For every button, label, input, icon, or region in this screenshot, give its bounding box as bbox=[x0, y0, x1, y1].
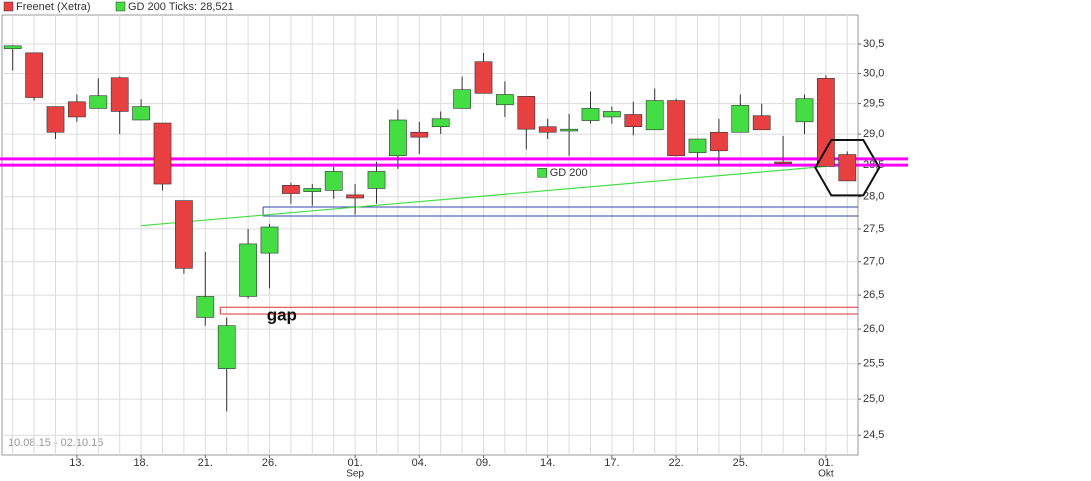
candle-body bbox=[838, 154, 857, 182]
x-tick-label: 26. bbox=[262, 457, 277, 469]
ma-label-swatch bbox=[537, 168, 547, 178]
y-tick-label: 30,0 bbox=[863, 67, 884, 79]
candle-body bbox=[68, 101, 86, 118]
candle-body bbox=[3, 45, 22, 50]
y-tick-label: 25,5 bbox=[863, 358, 884, 370]
candle-body bbox=[389, 119, 407, 157]
candle-body bbox=[453, 89, 471, 109]
candle-body bbox=[153, 122, 172, 185]
candle-body bbox=[603, 111, 621, 118]
candle-body bbox=[346, 194, 364, 199]
x-tick-label: 01. bbox=[347, 457, 362, 469]
candle-body bbox=[303, 188, 322, 192]
x-tick-label: 17. bbox=[604, 457, 619, 469]
candle-body bbox=[710, 131, 728, 152]
candle-body bbox=[196, 296, 215, 318]
candle-body bbox=[25, 52, 43, 98]
candle-body bbox=[581, 108, 600, 121]
x-tick-label: 01. bbox=[818, 457, 833, 469]
y-tick-label: 28,0 bbox=[863, 191, 884, 203]
candle-body bbox=[560, 128, 578, 132]
legend-label: GD 200 Ticks: 28,521 bbox=[128, 1, 234, 13]
y-tick-label: 25,0 bbox=[863, 393, 884, 405]
candle-body bbox=[110, 77, 129, 112]
candle-body bbox=[774, 161, 792, 164]
candle-body bbox=[367, 171, 386, 189]
y-tick-label: 24,5 bbox=[863, 429, 884, 441]
candle-body bbox=[410, 131, 429, 138]
y-tick-label: 27,5 bbox=[863, 223, 884, 235]
x-tick-label: 13. bbox=[69, 457, 84, 469]
y-tick-label: 29,0 bbox=[863, 128, 884, 140]
ma-label: GD 200 bbox=[550, 167, 588, 179]
x-tick-label: 04. bbox=[412, 457, 427, 469]
y-tick-label: 27,0 bbox=[863, 256, 884, 268]
candle-body bbox=[645, 100, 664, 131]
candle-body bbox=[46, 106, 65, 133]
x-sublabel: Sep bbox=[346, 469, 364, 480]
candle-body bbox=[496, 94, 514, 106]
candle-body bbox=[175, 200, 193, 269]
candle-body bbox=[282, 185, 300, 194]
highlight-hexagon bbox=[814, 138, 881, 197]
x-tick-label: 18. bbox=[133, 457, 148, 469]
candle-body bbox=[752, 115, 771, 131]
legend-swatch bbox=[3, 1, 14, 12]
candle-body bbox=[817, 78, 835, 167]
x-tick-label: 09. bbox=[476, 457, 491, 469]
y-tick-label: 30,5 bbox=[863, 38, 884, 50]
candle-body bbox=[795, 98, 814, 123]
x-sublabel: Okt bbox=[818, 469, 834, 480]
candle-body bbox=[431, 118, 450, 128]
candle-body bbox=[324, 171, 343, 191]
candle-body bbox=[517, 96, 536, 130]
x-tick-label: 14. bbox=[540, 457, 555, 469]
candle-body bbox=[260, 226, 279, 254]
y-tick-label: 26,5 bbox=[863, 289, 884, 301]
candle-body bbox=[89, 95, 108, 109]
candle-body bbox=[667, 100, 685, 157]
candle-body bbox=[688, 138, 707, 153]
moving-average bbox=[141, 165, 826, 227]
candle-body bbox=[731, 105, 750, 133]
candle-body bbox=[217, 325, 236, 369]
candle-body bbox=[538, 126, 557, 133]
candle-body bbox=[624, 114, 643, 128]
legend-swatch bbox=[115, 1, 126, 12]
y-tick-label: 29,5 bbox=[863, 97, 884, 109]
x-tick-label: 25. bbox=[733, 457, 748, 469]
x-tick-label: 21. bbox=[198, 457, 213, 469]
y-tick-label: 26,0 bbox=[863, 323, 884, 335]
legend-label: Freenet (Xetra) bbox=[16, 1, 91, 13]
plot-area bbox=[1, 14, 859, 456]
x-tick-label: 22. bbox=[668, 457, 683, 469]
candle-body bbox=[132, 106, 150, 121]
level-label: gap bbox=[267, 306, 297, 325]
candle-body bbox=[474, 61, 493, 94]
candle-body bbox=[239, 243, 257, 297]
